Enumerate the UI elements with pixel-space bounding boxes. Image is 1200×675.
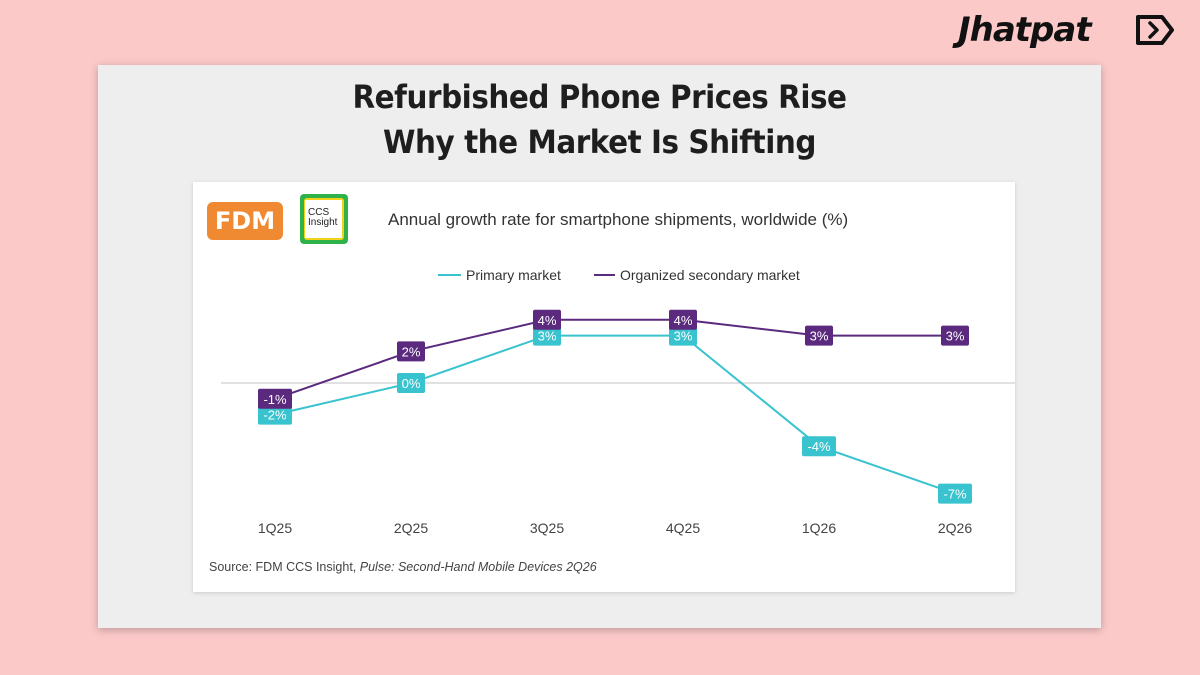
headline-line-1: Refurbished Phone Prices Rise bbox=[352, 78, 847, 116]
chart-source: Source: FDM CCS Insight, Pulse: Second-H… bbox=[209, 560, 597, 574]
data-label-1-3: 4% bbox=[674, 313, 693, 328]
data-label-1-5: 3% bbox=[946, 329, 965, 344]
data-label-0-2: 3% bbox=[538, 329, 557, 344]
data-label-0-1: 0% bbox=[402, 376, 421, 391]
article-frame: Refurbished Phone Prices Rise Why the Ma… bbox=[98, 65, 1101, 628]
brand-logo: Jhatpat bbox=[958, 8, 1180, 54]
data-label-1-0: -1% bbox=[263, 392, 287, 407]
data-label-0-3: 3% bbox=[674, 329, 693, 344]
chart-title: Annual growth rate for smartphone shipme… bbox=[388, 210, 849, 229]
data-label-box-1-5 bbox=[941, 325, 969, 346]
data-label-box-1-1 bbox=[397, 341, 425, 362]
data-label-box-1-3 bbox=[669, 309, 697, 330]
legend-label-1: Organized secondary market bbox=[620, 267, 800, 283]
x-tick-label-1: 2Q25 bbox=[394, 520, 428, 536]
data-label-0-0: -2% bbox=[263, 408, 287, 423]
headline-line-2: Why the Market Is Shifting bbox=[383, 123, 816, 161]
data-label-box-1-2 bbox=[533, 309, 561, 330]
legend-label-0: Primary market bbox=[466, 267, 561, 283]
data-label-box-0-3 bbox=[669, 325, 697, 346]
data-label-1-1: 2% bbox=[402, 344, 421, 359]
chart-card: FDM CCS Insight Annual growth rate for s… bbox=[193, 182, 1015, 592]
brand-name: Jhatpat bbox=[958, 10, 1092, 50]
data-label-box-1-0 bbox=[258, 388, 292, 409]
x-tick-label-5: 2Q26 bbox=[938, 520, 972, 536]
x-tick-label-4: 1Q26 bbox=[802, 520, 836, 536]
x-tick-label-3: 4Q25 bbox=[666, 520, 700, 536]
ccs-insight-logo: CCS Insight bbox=[298, 192, 350, 246]
data-label-box-1-4 bbox=[805, 325, 833, 346]
line-chart: Primary market Organized secondary market… bbox=[221, 267, 1015, 536]
x-tick-label-2: 3Q25 bbox=[530, 520, 564, 536]
x-tick-label-0: 1Q25 bbox=[258, 520, 292, 536]
series-line-1 bbox=[274, 318, 955, 400]
data-label-box-0-5 bbox=[938, 483, 972, 504]
ccs-logo-mark-icon bbox=[300, 194, 348, 244]
ccs-logo-line-2: Insight bbox=[308, 217, 338, 228]
data-label-box-0-1 bbox=[397, 373, 425, 393]
ccs-logo-line-1: CCS bbox=[308, 207, 330, 218]
fdm-logo: FDM bbox=[207, 202, 283, 240]
data-label-box-0-2 bbox=[533, 325, 561, 346]
data-label-box-0-4 bbox=[802, 436, 836, 457]
source-title: Pulse: Second-Hand Mobile Devices 2Q26 bbox=[359, 560, 597, 574]
data-label-1-4: 3% bbox=[810, 329, 829, 344]
data-label-0-5: -7% bbox=[943, 487, 967, 502]
data-label-0-4: -4% bbox=[807, 439, 831, 454]
series-line-0 bbox=[274, 334, 956, 495]
source-prefix: Source: FDM CCS Insight, bbox=[209, 560, 360, 574]
data-label-box-0-0 bbox=[258, 404, 292, 425]
brand-arrow-icon bbox=[1136, 15, 1174, 45]
data-label-1-2: 4% bbox=[538, 313, 557, 328]
ccs-logo-text: CCS Insight bbox=[308, 208, 337, 228]
